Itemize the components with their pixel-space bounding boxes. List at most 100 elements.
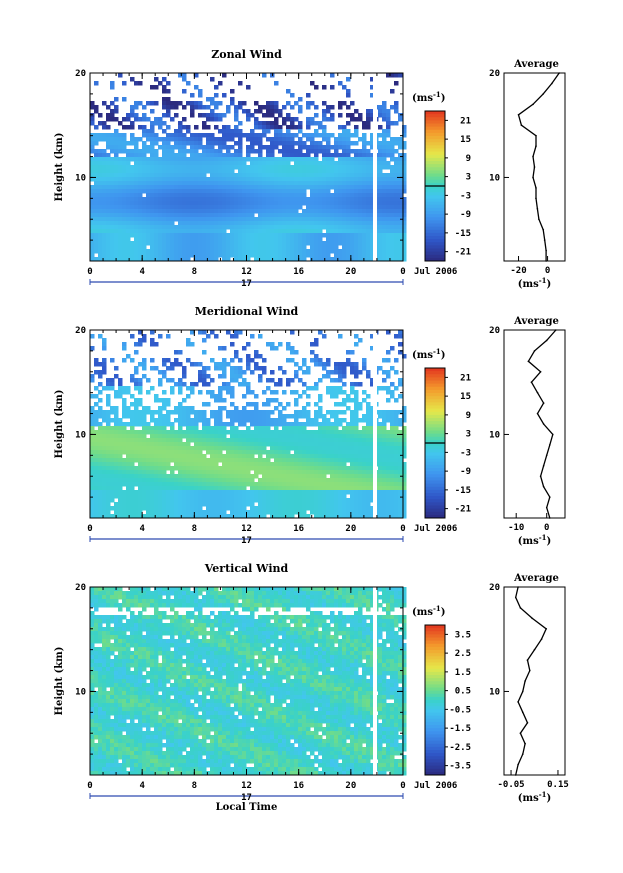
heatmap-cells <box>90 73 407 262</box>
colorbar-segment <box>425 653 445 657</box>
colorbar-segment <box>425 408 445 413</box>
profile-point <box>517 701 519 703</box>
colorbar-unit: (ms-1) <box>412 604 445 618</box>
colorbar-segment <box>425 198 445 203</box>
colorbar-segment <box>425 480 445 485</box>
colorbar-segment <box>425 226 445 231</box>
colorbar-segment <box>425 439 445 444</box>
y-axis-label: Height (km) <box>54 390 65 459</box>
profile-point <box>548 496 551 498</box>
colorbar-frame <box>424 624 446 776</box>
profile-line <box>527 329 557 519</box>
colorbar-segment <box>425 734 445 738</box>
colorbar-segment <box>425 176 445 181</box>
colorbar-unit: (ms-1) <box>412 347 445 361</box>
profile-point <box>521 711 524 714</box>
colorbar-segment <box>425 393 445 397</box>
colorbar-segment <box>425 743 445 748</box>
x-tick-label: 8 <box>192 267 197 277</box>
colorbar-segment <box>425 671 445 676</box>
colorbar-tick-label: 15 <box>460 392 471 402</box>
y-tick-label: 10 <box>75 687 86 697</box>
profile-point <box>539 475 542 478</box>
profile-point <box>530 381 533 384</box>
colorbar-segment <box>425 414 445 419</box>
x-tick-label: 12 <box>241 267 252 277</box>
colorbar-segment <box>425 634 445 638</box>
colorbar-segment <box>425 157 445 162</box>
profile-x-axis-label: (ms-1) <box>518 790 551 804</box>
colorbar-segment <box>425 151 445 156</box>
colorbar-segment <box>425 427 445 431</box>
colorbar-segment <box>425 120 445 124</box>
colorbar-segment <box>425 628 445 632</box>
colorbar-segment <box>425 499 445 503</box>
colorbar-tick-label: 2.5 <box>455 649 471 659</box>
profile-point <box>524 742 526 745</box>
colorbar-segment <box>425 214 445 218</box>
date-label: Jul 2006 <box>414 781 457 791</box>
colorbar-segment <box>425 675 445 679</box>
colorbar-segment <box>425 706 445 710</box>
colorbar-segment <box>425 721 445 726</box>
x-tick-label: 20 <box>345 267 356 277</box>
colorbar-segment <box>425 173 445 178</box>
profile-point <box>532 103 534 106</box>
colorbar-segment <box>425 368 445 372</box>
colorbar-segment <box>425 117 445 121</box>
profile-frame <box>503 72 566 262</box>
colorbar-segment <box>425 232 445 237</box>
profile-title: Average <box>513 316 559 327</box>
colorbar-segment <box>425 377 445 381</box>
profile-point <box>542 464 545 467</box>
profile-point <box>517 763 519 766</box>
x-tick-label: 0 <box>87 781 92 791</box>
colorbar-segment <box>425 464 445 469</box>
day-label: 17 <box>241 279 252 289</box>
colorbar-segment <box>425 756 445 760</box>
profile-point <box>558 72 560 74</box>
profile-point <box>539 370 542 373</box>
profile-point <box>520 124 523 127</box>
colorbar-segment <box>425 148 445 153</box>
profile-point <box>540 638 543 641</box>
y-tick-label: 20 <box>75 326 86 336</box>
colorbar-segment <box>425 251 445 256</box>
colorbar-segment <box>425 170 445 174</box>
colorbar-segment <box>425 220 445 224</box>
colorbar: (ms-1) 21 15 9 3 -3 -9 -15 -21 <box>412 90 471 262</box>
colorbar-segment <box>425 687 445 692</box>
colorbar-segment <box>425 126 445 131</box>
colorbar-segment <box>425 430 445 435</box>
profile-point <box>526 659 529 661</box>
colorbar-segment <box>425 129 445 134</box>
colorbar-segment <box>425 386 445 391</box>
profile-point <box>542 423 545 425</box>
colorbar-tick-label: 9 <box>466 154 471 164</box>
x-tick-label: 20 <box>345 524 356 534</box>
y-tick-label: 20 <box>75 69 86 79</box>
colorbar-segment <box>425 207 445 212</box>
colorbar-segment <box>425 514 445 519</box>
colorbar-segment <box>425 452 445 456</box>
colorbar-segment <box>425 690 445 695</box>
colorbar-segment <box>425 217 445 221</box>
colorbar-tick-label: -9 <box>460 210 471 220</box>
profile-point <box>542 228 545 231</box>
profile-point <box>533 166 536 168</box>
colorbar-segment <box>425 248 445 253</box>
colorbar-segment <box>425 696 445 701</box>
colorbar-tick-label: 21 <box>460 373 471 383</box>
colorbar-segment <box>425 142 445 146</box>
colorbar-segment <box>425 242 445 246</box>
x-tick-label: 16 <box>293 524 304 534</box>
profile-frame <box>503 329 566 519</box>
panel-title: Zonal Wind <box>211 48 282 61</box>
data-gap <box>373 330 377 518</box>
colorbar-segment <box>425 753 445 757</box>
y-axis-label: Height (km) <box>54 647 65 716</box>
x-tick-label: 16 <box>293 781 304 791</box>
colorbar-segment <box>425 712 445 717</box>
profile-point <box>535 134 537 137</box>
